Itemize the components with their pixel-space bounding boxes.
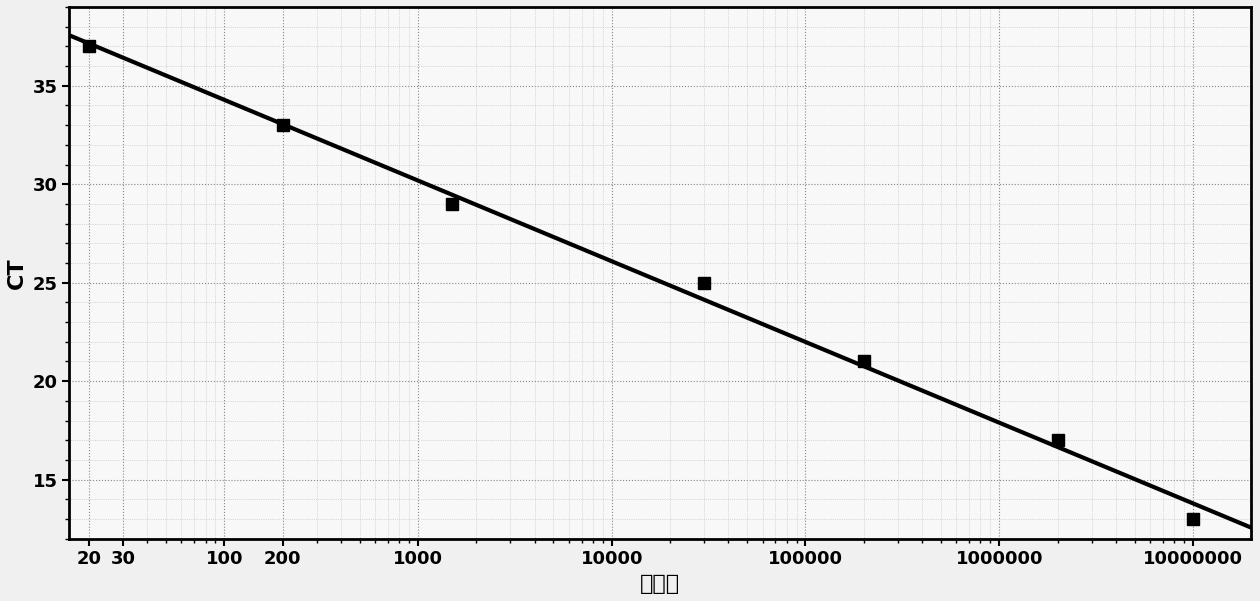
X-axis label: 拷贝数: 拷贝数 [640, 574, 680, 594]
Y-axis label: CT: CT [8, 257, 26, 288]
